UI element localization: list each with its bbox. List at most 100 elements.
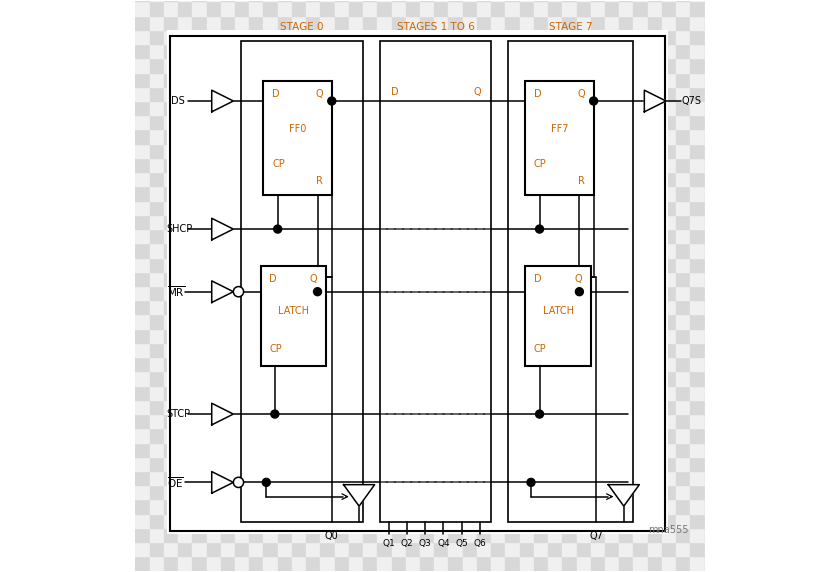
Bar xyxy=(406,201,420,215)
Bar xyxy=(648,215,662,229)
Bar xyxy=(164,257,178,272)
Bar xyxy=(292,87,306,101)
Bar xyxy=(605,73,619,87)
Bar xyxy=(534,414,548,428)
Bar xyxy=(477,243,491,257)
Bar xyxy=(406,186,420,201)
Bar xyxy=(235,272,249,286)
Bar xyxy=(334,158,349,172)
Bar xyxy=(449,15,463,30)
Bar xyxy=(207,414,221,428)
Bar xyxy=(391,443,406,457)
Bar xyxy=(349,400,363,414)
Bar xyxy=(164,15,178,30)
Bar xyxy=(192,528,207,542)
Bar xyxy=(591,443,605,457)
Bar xyxy=(576,343,591,357)
Bar xyxy=(207,1,221,15)
Bar xyxy=(662,73,676,87)
Bar xyxy=(377,257,391,272)
Bar xyxy=(221,557,235,571)
Bar xyxy=(221,400,235,414)
Bar xyxy=(491,485,506,499)
Bar xyxy=(619,315,633,329)
Bar xyxy=(477,58,491,73)
Bar xyxy=(548,87,562,101)
Bar xyxy=(178,243,192,257)
Bar xyxy=(662,0,676,1)
Bar xyxy=(334,286,349,300)
Bar xyxy=(477,471,491,485)
Bar xyxy=(449,315,463,329)
Bar xyxy=(449,485,463,499)
Bar xyxy=(264,73,278,87)
Bar xyxy=(221,528,235,542)
Bar xyxy=(591,485,605,499)
Bar xyxy=(264,201,278,215)
Bar xyxy=(491,129,506,144)
Bar xyxy=(491,0,506,1)
Bar xyxy=(192,101,207,115)
Bar xyxy=(178,343,192,357)
Bar xyxy=(463,0,477,1)
Bar xyxy=(506,101,520,115)
Bar xyxy=(207,428,221,443)
Bar xyxy=(633,286,648,300)
Bar xyxy=(648,471,662,485)
Bar xyxy=(605,201,619,215)
Bar xyxy=(619,499,633,514)
Bar xyxy=(207,528,221,542)
Bar xyxy=(150,229,164,243)
Circle shape xyxy=(328,97,336,105)
Bar xyxy=(491,158,506,172)
Bar xyxy=(420,144,434,158)
Bar xyxy=(662,243,676,257)
Bar xyxy=(150,201,164,215)
Bar xyxy=(690,499,705,514)
Bar xyxy=(306,443,320,457)
Bar xyxy=(534,286,548,300)
Bar xyxy=(491,73,506,87)
Bar xyxy=(164,215,178,229)
Bar xyxy=(591,542,605,557)
Bar xyxy=(164,229,178,243)
Bar xyxy=(249,172,264,186)
Bar xyxy=(662,101,676,115)
Bar xyxy=(705,229,719,243)
Bar xyxy=(164,243,178,257)
Bar xyxy=(135,201,150,215)
Bar xyxy=(420,129,434,144)
Bar xyxy=(420,1,434,15)
Bar xyxy=(548,343,562,357)
Bar xyxy=(662,485,676,499)
Bar xyxy=(690,329,705,343)
Bar xyxy=(135,300,150,315)
Bar xyxy=(391,286,406,300)
Bar xyxy=(562,542,576,557)
Bar xyxy=(434,257,449,272)
Bar xyxy=(178,73,192,87)
Bar xyxy=(591,115,605,129)
Bar xyxy=(306,357,320,371)
Bar xyxy=(235,243,249,257)
Bar xyxy=(662,215,676,229)
Bar xyxy=(576,44,591,58)
Bar xyxy=(434,87,449,101)
Bar xyxy=(477,158,491,172)
Bar xyxy=(491,499,506,514)
Bar xyxy=(207,30,221,44)
Bar xyxy=(178,115,192,129)
Bar xyxy=(605,471,619,485)
Bar xyxy=(534,542,548,557)
Bar xyxy=(449,129,463,144)
Bar xyxy=(292,428,306,443)
Bar xyxy=(349,129,363,144)
Bar xyxy=(562,300,576,315)
Bar xyxy=(690,528,705,542)
Bar xyxy=(150,257,164,272)
Bar xyxy=(449,87,463,101)
Bar xyxy=(562,15,576,30)
Bar xyxy=(320,201,334,215)
Bar xyxy=(591,514,605,528)
Bar xyxy=(334,371,349,386)
